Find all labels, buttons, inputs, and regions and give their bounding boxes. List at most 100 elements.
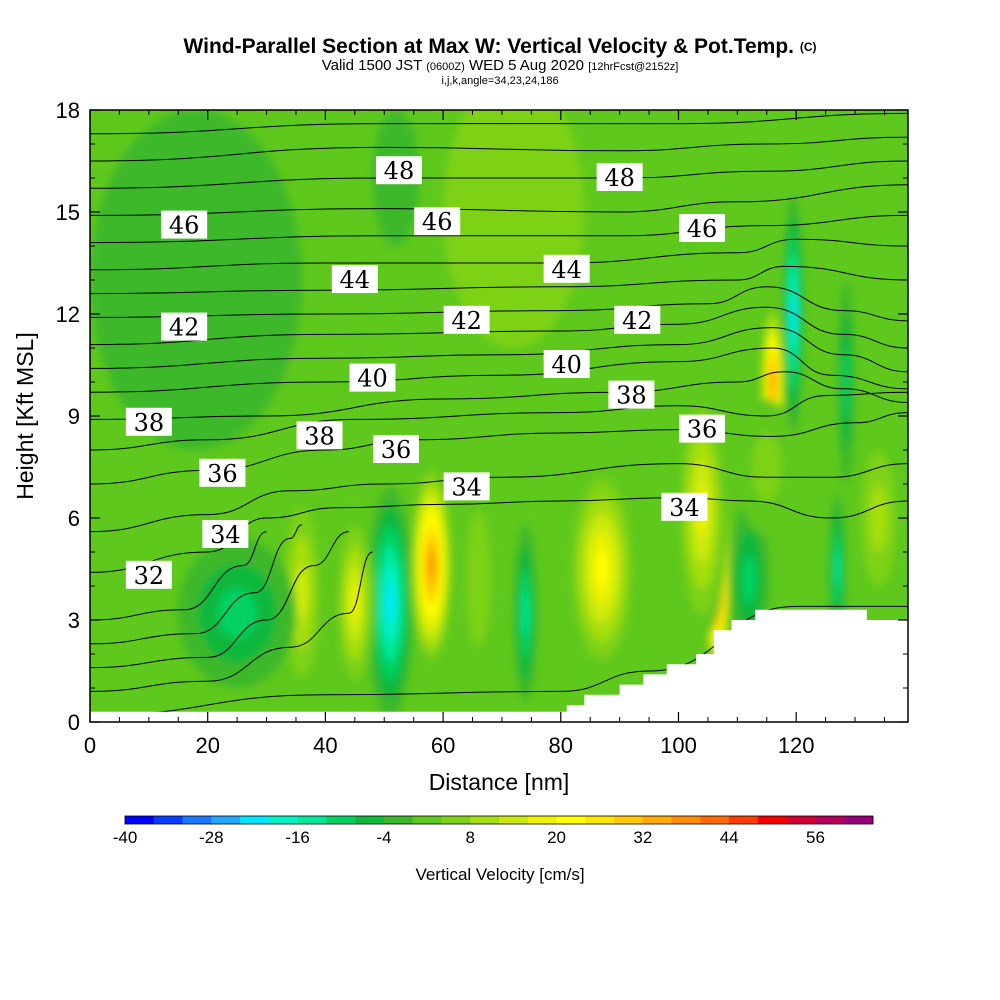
contour-label-text: 44 <box>340 266 371 294</box>
colorbar-tick-label: 56 <box>806 828 825 847</box>
contour-label: 36 <box>373 435 420 464</box>
isentrope-line <box>90 112 908 135</box>
contour-label-text: 42 <box>169 314 200 342</box>
isentrope-line <box>90 265 908 295</box>
contour-label: 42 <box>614 305 661 335</box>
contour-label: 38 <box>296 421 343 450</box>
y-tick-label: 6 <box>68 506 80 531</box>
colorbar-title: Vertical Velocity [cm/s] <box>415 865 584 884</box>
contour-label-text: 42 <box>451 307 482 335</box>
contour-label: 34 <box>443 472 490 501</box>
colorbar-swatch <box>268 816 299 824</box>
isentrope-line <box>90 551 373 692</box>
colorbar-swatch <box>786 816 816 824</box>
colorbar-swatch <box>240 816 270 824</box>
colorbar-tick-label: -40 <box>113 828 138 847</box>
w-cell <box>454 443 502 716</box>
contour-label: 38 <box>608 380 655 410</box>
y-tick-labels: 0 3 6 9 12 15 18 <box>56 98 80 735</box>
y-tick-label: 12 <box>56 302 80 327</box>
contour-label: 40 <box>543 350 590 379</box>
contour-label: 34 <box>661 492 708 522</box>
contour-label-text: 46 <box>169 212 200 240</box>
contour-label: 32 <box>125 560 172 590</box>
y-tick-label: 0 <box>68 710 80 735</box>
isentrope-line <box>90 160 908 189</box>
contour-label: 36 <box>199 458 246 488</box>
contour-label-text: 40 <box>551 351 582 379</box>
colorbar-swatch <box>355 816 385 824</box>
isentrope-line <box>90 605 908 716</box>
w-cell <box>366 487 414 719</box>
isentrope-line <box>90 531 349 669</box>
isentrope-line <box>90 327 908 373</box>
colorbar-tick-label: -16 <box>285 828 310 847</box>
colorbar-tick-label: 32 <box>633 828 652 847</box>
colorbar-swatch <box>614 816 644 824</box>
colorbar-tick-label: 20 <box>547 828 566 847</box>
y-tick-label: 18 <box>56 98 80 123</box>
colorbar-swatch <box>729 816 759 824</box>
contour-label-text: 36 <box>381 436 412 464</box>
contour-label-text: 48 <box>604 164 635 192</box>
w-cell <box>782 195 804 433</box>
colorbar-tick-label: -28 <box>199 828 224 847</box>
chart-indices: i,j,k,angle=34,23,24,186 <box>441 75 559 87</box>
w-cell <box>408 460 454 671</box>
colorbar-swatch <box>700 816 730 824</box>
colorbar-swatch <box>470 816 500 824</box>
w-cell <box>737 399 797 535</box>
contour-label: 46 <box>679 214 726 243</box>
colorbar-swatch <box>585 816 615 824</box>
contour-label-text: 34 <box>669 494 700 522</box>
w-cell <box>443 110 585 348</box>
x-tick-label: 40 <box>313 733 337 758</box>
contour-label-text: 46 <box>687 215 718 243</box>
y-tick-label: 9 <box>68 404 80 429</box>
w-cell <box>837 280 856 484</box>
contour-label: 34 <box>202 520 249 549</box>
contour-label: 40 <box>349 363 396 393</box>
isentrope-line <box>90 463 908 533</box>
contour-label-text: 32 <box>134 562 165 590</box>
isentrope-line <box>90 391 908 451</box>
w-cell <box>513 524 538 702</box>
contour-label-text: 40 <box>357 365 388 393</box>
y-tick-label: 15 <box>56 200 80 225</box>
isentrope-line <box>90 524 303 645</box>
colorbar-swatch <box>757 816 788 824</box>
contour-label: 38 <box>125 407 172 437</box>
colorbar-swatch <box>815 816 845 824</box>
colorbar-swatch <box>182 816 212 824</box>
title-block: Wind-Parallel Section at Max W: Vertical… <box>0 36 1000 88</box>
contour-label-text: 34 <box>451 473 482 501</box>
colorbar-swatch <box>326 816 356 824</box>
x-tick-label: 60 <box>431 733 455 758</box>
contour-label-text: 44 <box>551 256 582 284</box>
contour-label-text: 34 <box>210 521 241 549</box>
colorbar-tick-label: 8 <box>465 828 474 847</box>
contour-label: 42 <box>443 305 490 335</box>
contour-label: 48 <box>596 163 643 192</box>
colorbar-swatch <box>153 816 183 824</box>
contour-label: 44 <box>543 254 590 284</box>
colorbar-swatch <box>642 816 673 824</box>
contour-label: 36 <box>679 414 726 444</box>
w-cell <box>334 507 376 699</box>
x-tick-label: 80 <box>549 733 573 758</box>
y-tick-label: 3 <box>68 608 80 633</box>
x-tick-label: 120 <box>778 733 815 758</box>
contour-label-text: 42 <box>622 307 653 335</box>
contour-label-text: 38 <box>616 382 647 410</box>
colorbar-swatch <box>297 816 327 824</box>
isentrope-line <box>90 214 908 244</box>
contour-label: 46 <box>414 207 461 236</box>
colorbar-swatch <box>441 816 471 824</box>
contour-label-text: 46 <box>422 208 453 236</box>
colorbar-swatch <box>412 816 442 824</box>
w-cell <box>90 110 302 450</box>
contour-label: 46 <box>161 210 208 240</box>
